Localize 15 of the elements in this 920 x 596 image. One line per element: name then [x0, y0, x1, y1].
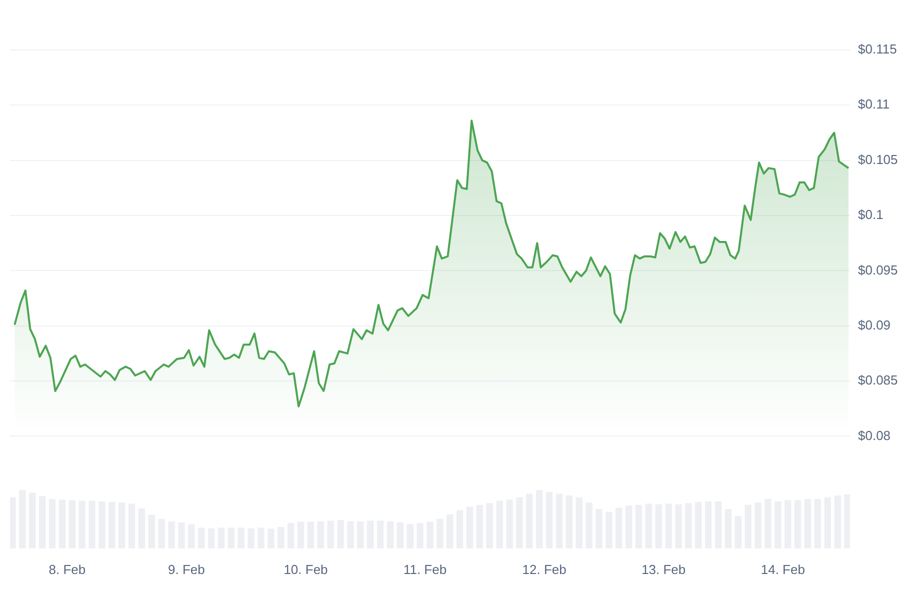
x-tick-label: 11. Feb: [403, 562, 447, 577]
x-tick-label: 14. Feb: [760, 562, 805, 577]
x-tick-label: 9. Feb: [168, 562, 205, 577]
y-tick-label: $0.08: [858, 428, 891, 443]
y-tick-label: $0.09: [858, 317, 891, 332]
x-tick-label: 12. Feb: [522, 562, 566, 577]
y-tick-label: $0.085: [858, 372, 898, 388]
y-tick-label: $0.105: [858, 152, 898, 167]
y-tick-label: $0.095: [858, 262, 898, 278]
x-tick-label: 8. Feb: [48, 562, 86, 577]
y-tick-label: $0.11: [858, 96, 890, 112]
x-tick-label: 13. Feb: [642, 562, 686, 577]
x-tick-label: 10. Feb: [284, 562, 328, 577]
y-tick-label: $0.1: [858, 207, 884, 222]
y-tick-label: $0.115: [858, 42, 897, 57]
